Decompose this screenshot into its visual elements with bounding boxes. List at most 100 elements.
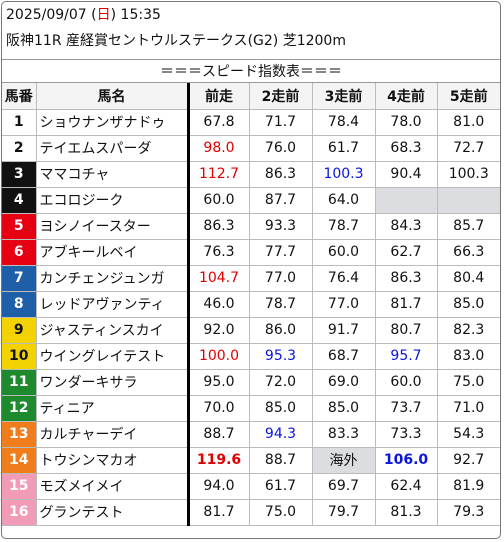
speed-index-cell: 100.3 (311, 160, 376, 188)
speed-index-cell: 78.7 (248, 290, 313, 318)
speed-index-cell: 86.0 (248, 316, 313, 344)
horse-name: ティニア (35, 394, 190, 422)
horse-row: 10 ウイングレイテスト 100.0 95.3 68.7 95.7 83.0 (2, 342, 500, 370)
col-header-number: 馬番 (2, 83, 37, 110)
speed-index-cell: 83.0 (436, 342, 500, 370)
horse-number: 10 (2, 342, 37, 370)
horse-name: モズメイメイ (35, 472, 190, 500)
horse-row: 16 グランテスト 81.7 75.0 79.7 81.3 79.3 (2, 498, 500, 526)
speed-index-cell: 81.9 (436, 472, 500, 500)
race-date: 2025/09/07 (6, 7, 87, 23)
horse-number: 16 (2, 498, 37, 526)
horse-number: 2 (2, 134, 37, 162)
horse-number: 4 (2, 186, 37, 214)
horse-row: 5 ヨシノイースター 86.3 93.3 78.7 84.3 85.7 (2, 212, 500, 240)
speed-index-cell: 61.7 (311, 134, 376, 162)
speed-index-cell: 100.0 (187, 342, 250, 370)
speed-index-cell: 73.7 (374, 394, 438, 422)
speed-index-cell: 95.3 (248, 342, 313, 370)
speed-index-cell: 60.0 (374, 368, 438, 396)
horse-number: 5 (2, 212, 37, 240)
table-header-row: 馬番 馬名 前走 2走前 3走前 4走前 5走前 (2, 83, 500, 110)
race-time: 15:35 (116, 7, 161, 23)
horse-row: 1 ショウナンザナドゥ 67.8 71.7 78.4 78.0 81.0 (2, 109, 500, 136)
speed-index-cell: 78.0 (374, 109, 438, 136)
dow-open: ( (86, 7, 97, 23)
horse-name: レッドアヴァンティ (35, 290, 190, 318)
horse-row: 15 モズメイメイ 94.0 61.7 69.7 62.4 81.9 (2, 472, 500, 500)
speed-index-cell: 78.7 (311, 212, 376, 240)
speed-index-cell: 72.0 (248, 368, 313, 396)
speed-index-cell (374, 186, 438, 214)
speed-index-cell: 60.0 (311, 238, 376, 266)
horse-row: 14 トウシンマカオ 119.6 88.7 海外 106.0 92.7 (2, 446, 500, 474)
speed-index-cell: 91.7 (311, 316, 376, 344)
speed-index-cell: 77.7 (248, 238, 313, 266)
speed-index-cell: 79.7 (311, 498, 376, 526)
speed-index-cell: 92.7 (436, 446, 500, 474)
horse-name: アブキールベイ (35, 238, 190, 266)
speed-index-cell: 94.3 (248, 420, 313, 448)
horse-row: 8 レッドアヴァンティ 46.0 78.7 77.0 81.7 85.0 (2, 290, 500, 318)
speed-index-cell (436, 186, 500, 214)
speed-index-cell: 73.3 (374, 420, 438, 448)
day-of-week: 日 (96, 7, 111, 23)
speed-index-cell: 95.7 (374, 342, 438, 370)
col-header-2-races-ago: 2走前 (248, 83, 313, 110)
speed-index-cell: 85.0 (248, 394, 313, 422)
speed-index-cell: 81.7 (374, 290, 438, 318)
speed-index-cell: 54.3 (436, 420, 500, 448)
speed-index-cell: 85.7 (436, 212, 500, 240)
speed-index-cell: 66.3 (436, 238, 500, 266)
speed-index-cell: 64.0 (311, 186, 376, 214)
speed-index-cell: 67.8 (187, 109, 250, 136)
speed-index-cell: 81.7 (187, 498, 250, 526)
speed-index-cell: 98.0 (187, 134, 250, 162)
horse-row: 13 カルチャーデイ 88.7 94.3 83.3 73.3 54.3 (2, 420, 500, 448)
speed-index-cell: 61.7 (248, 472, 313, 500)
speed-index-cell: 62.7 (374, 238, 438, 266)
horse-name: ママコチャ (35, 160, 190, 188)
horse-number: 13 (2, 420, 37, 448)
speed-index-cell: 69.0 (311, 368, 376, 396)
speed-index-cell: 70.0 (187, 394, 250, 422)
speed-index-cell: 72.7 (436, 134, 500, 162)
speed-index-cell: 83.3 (311, 420, 376, 448)
horse-name: ジャスティンスカイ (35, 316, 190, 344)
speed-index-cell: 68.7 (311, 342, 376, 370)
speed-index-cell: 86.3 (374, 264, 438, 292)
speed-index-cell: 112.7 (187, 160, 250, 188)
speed-index-cell: 86.3 (248, 160, 313, 188)
speed-index-cell: 77.0 (311, 290, 376, 318)
speed-index-cell: 88.7 (187, 420, 250, 448)
horse-number: 1 (2, 109, 37, 136)
horse-name: トウシンマカオ (35, 446, 190, 474)
horse-number: 3 (2, 160, 37, 188)
speed-index-cell: 93.3 (248, 212, 313, 240)
col-header-5-races-ago: 5走前 (436, 83, 500, 110)
speed-index-cell: 海外 (311, 446, 376, 474)
table-banner: ＝＝＝スピード指数表＝＝＝ (2, 59, 500, 83)
speed-index-cell: 86.3 (187, 212, 250, 240)
horse-name: グランテスト (35, 498, 190, 526)
speed-index-cell: 68.3 (374, 134, 438, 162)
speed-index-cell: 81.0 (436, 109, 500, 136)
horse-row: 9 ジャスティンスカイ 92.0 86.0 91.7 80.7 82.3 (2, 316, 500, 344)
race-datetime: 2025/09/07 (日) 15:35 (2, 2, 500, 28)
speed-index-cell: 79.3 (436, 498, 500, 526)
col-header-4-races-ago: 4走前 (374, 83, 438, 110)
horse-row: 7 カンチェンジュンガ 104.7 77.0 76.4 86.3 80.4 (2, 264, 500, 292)
horse-row: 12 ティニア 70.0 85.0 85.0 73.7 71.0 (2, 394, 500, 422)
horse-row: 4 エコロジーク 60.0 87.7 64.0 (2, 186, 500, 214)
horse-number: 11 (2, 368, 37, 396)
horse-number: 15 (2, 472, 37, 500)
horse-number: 8 (2, 290, 37, 318)
speed-index-cell: 85.0 (436, 290, 500, 318)
horse-name: ショウナンザナドゥ (35, 109, 190, 136)
horse-row: 11 ワンダーキサラ 95.0 72.0 69.0 60.0 75.0 (2, 368, 500, 396)
speed-index-cell: 106.0 (374, 446, 438, 474)
speed-index-cell: 85.0 (311, 394, 376, 422)
speed-index-cell: 92.0 (187, 316, 250, 344)
speed-index-cell: 76.0 (248, 134, 313, 162)
